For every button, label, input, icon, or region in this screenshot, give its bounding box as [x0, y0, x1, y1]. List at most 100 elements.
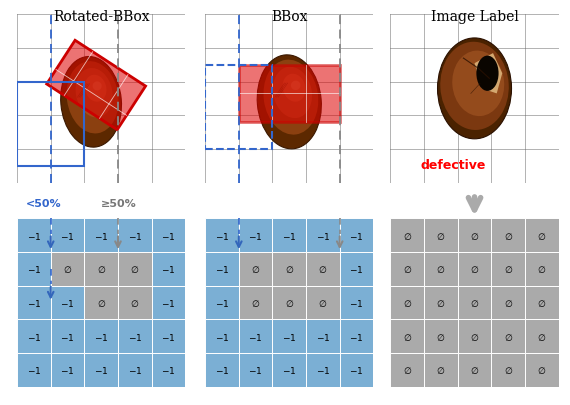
Text: $\varnothing$: $\varnothing$	[402, 331, 412, 342]
Bar	[272, 252, 306, 286]
Text: $-1$: $-1$	[161, 331, 176, 342]
Ellipse shape	[67, 62, 119, 134]
Bar	[272, 286, 306, 320]
Text: $-1$: $-1$	[128, 364, 142, 375]
Ellipse shape	[291, 81, 300, 91]
Bar	[306, 219, 340, 252]
Text: $-1$: $-1$	[349, 297, 364, 308]
Ellipse shape	[60, 58, 121, 148]
Bar	[152, 286, 185, 320]
Text: $-1$: $-1$	[282, 364, 296, 375]
Text: BBox: BBox	[271, 10, 308, 24]
Text: $\varnothing$: $\varnothing$	[537, 230, 547, 241]
Bar	[205, 286, 239, 320]
Text: <50%: <50%	[26, 198, 61, 208]
Ellipse shape	[273, 68, 312, 119]
Bar	[306, 353, 340, 387]
Text: $-1$: $-1$	[215, 364, 229, 375]
Text: defective: defective	[421, 158, 486, 171]
Text: $-1$: $-1$	[161, 264, 176, 275]
Bar	[525, 320, 559, 353]
Bar	[272, 219, 306, 252]
Text: $-1$: $-1$	[27, 264, 41, 275]
Bar	[458, 219, 491, 252]
Bar	[239, 353, 272, 387]
Text: $\varnothing$: $\varnothing$	[436, 331, 446, 342]
Text: $-1$: $-1$	[128, 230, 142, 241]
Text: $-1$: $-1$	[94, 230, 108, 241]
Bar	[340, 286, 373, 320]
Bar	[340, 320, 373, 353]
Text: $-1$: $-1$	[94, 364, 108, 375]
Text: $-1$: $-1$	[282, 230, 296, 241]
Bar	[152, 320, 185, 353]
Bar	[306, 252, 340, 286]
Bar	[390, 252, 424, 286]
Text: $-1$: $-1$	[60, 331, 75, 342]
Bar	[239, 286, 272, 320]
Text: $-1$: $-1$	[215, 264, 229, 275]
Bar	[239, 66, 340, 123]
Text: $-1$: $-1$	[215, 297, 229, 308]
Bar	[491, 252, 525, 286]
Bar	[424, 252, 458, 286]
Bar	[118, 219, 152, 252]
Bar	[205, 219, 239, 252]
Text: $\varnothing$: $\varnothing$	[503, 331, 513, 342]
Bar	[525, 252, 559, 286]
Text: $\varnothing$: $\varnothing$	[503, 364, 513, 375]
Text: $\varnothing$: $\varnothing$	[537, 331, 547, 342]
Bar	[205, 353, 239, 387]
Text: $\varnothing$: $\varnothing$	[537, 364, 547, 375]
Polygon shape	[47, 41, 145, 130]
Text: $-1$: $-1$	[249, 230, 263, 241]
Ellipse shape	[438, 39, 511, 139]
Text: $-1$: $-1$	[27, 230, 41, 241]
Bar	[306, 320, 340, 353]
Bar	[17, 320, 51, 353]
Bar	[458, 286, 491, 320]
Bar	[17, 219, 51, 252]
Text: Rotated-BBox: Rotated-BBox	[53, 10, 149, 24]
Text: $\varnothing$: $\varnothing$	[130, 297, 140, 308]
Bar	[51, 252, 84, 286]
Bar	[84, 252, 118, 286]
Text: $\varnothing$: $\varnothing$	[402, 297, 412, 308]
Polygon shape	[475, 54, 502, 94]
Text: $-1$: $-1$	[128, 331, 142, 342]
Text: $\varnothing$: $\varnothing$	[503, 230, 513, 241]
Text: $\varnothing$: $\varnothing$	[537, 297, 547, 308]
Bar	[491, 219, 525, 252]
Text: $\varnothing$: $\varnothing$	[318, 264, 328, 275]
Text: $\varnothing$: $\varnothing$	[251, 297, 260, 308]
Bar	[525, 353, 559, 387]
Bar	[458, 353, 491, 387]
Bar	[340, 219, 373, 252]
Bar	[152, 353, 185, 387]
Text: $\varnothing$: $\varnothing$	[96, 264, 106, 275]
Text: $\varnothing$: $\varnothing$	[470, 297, 479, 308]
Ellipse shape	[92, 82, 101, 91]
Text: Image Label: Image Label	[430, 10, 519, 24]
Bar	[424, 320, 458, 353]
Text: $\varnothing$: $\varnothing$	[402, 230, 412, 241]
Text: $\varnothing$: $\varnothing$	[436, 230, 446, 241]
Bar	[424, 219, 458, 252]
Text: $-1$: $-1$	[27, 364, 41, 375]
Bar	[458, 320, 491, 353]
Bar	[272, 320, 306, 353]
Bar	[272, 353, 306, 387]
Text: $-1$: $-1$	[249, 331, 263, 342]
Text: $-1$: $-1$	[316, 331, 330, 342]
Text: $\varnothing$: $\varnothing$	[130, 264, 140, 275]
Ellipse shape	[263, 60, 318, 135]
Bar	[84, 353, 118, 387]
Bar	[51, 286, 84, 320]
Bar	[118, 320, 152, 353]
Text: $\varnothing$: $\varnothing$	[537, 264, 547, 275]
Text: $-1$: $-1$	[27, 331, 41, 342]
Bar	[17, 252, 51, 286]
Text: $\varnothing$: $\varnothing$	[284, 297, 294, 308]
Text: $-1$: $-1$	[349, 364, 364, 375]
Ellipse shape	[452, 51, 504, 117]
